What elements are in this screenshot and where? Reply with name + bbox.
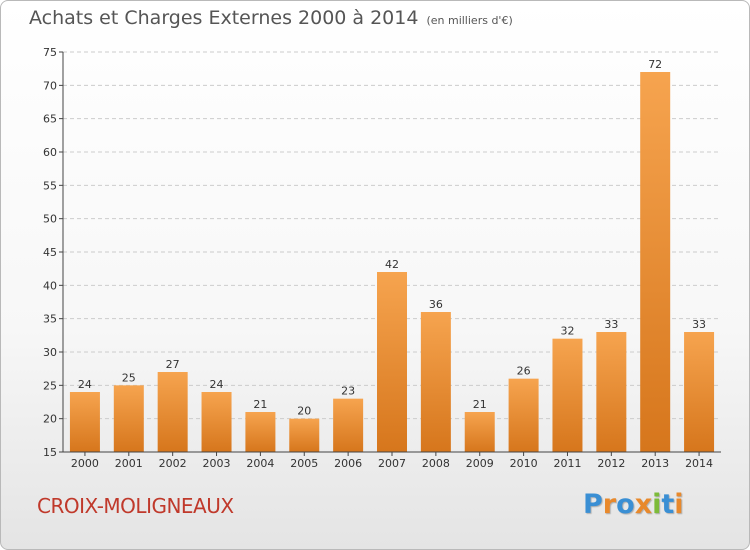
x-tick-label: 2012 [597, 457, 625, 470]
y-tick-label: 75 [43, 46, 57, 59]
bar [508, 378, 539, 452]
logo-letter: P [583, 489, 603, 520]
bar [596, 332, 627, 452]
logo-letter: o [616, 489, 635, 520]
labels: 15 20 25 30 35 40 45 50 55 60 65 70 75 24 2000 25 2001 27… [43, 46, 713, 470]
commune-name: CROIX-MOLIGNEAUX [37, 494, 234, 518]
bar [684, 332, 715, 452]
x-tick-label: 2011 [553, 457, 581, 470]
x-tick-label: 2007 [378, 457, 406, 470]
bar [464, 412, 495, 452]
bar-value-label: 26 [517, 365, 531, 378]
x-tick-label: 2006 [334, 457, 362, 470]
chart-title-text: Achats et Charges Externes 2000 à 2014 [29, 7, 419, 29]
bar-value-label: 25 [122, 371, 136, 384]
x-tick-label: 2008 [422, 457, 450, 470]
axes [59, 51, 721, 456]
bar-value-label: 42 [385, 258, 399, 271]
y-tick-label: 30 [43, 346, 57, 359]
bar-value-label: 21 [253, 398, 267, 411]
bar-value-label: 32 [560, 325, 574, 338]
bar [420, 312, 451, 452]
bar-value-label: 21 [473, 398, 487, 411]
y-tick-label: 25 [43, 379, 57, 392]
x-tick-label: 2001 [115, 457, 143, 470]
x-tick-label: 2013 [641, 457, 669, 470]
bar [201, 392, 232, 452]
y-tick-label: 45 [43, 246, 57, 259]
logo-letter: r [602, 489, 617, 520]
chart-title: Achats et Charges Externes 2000 à 2014 (e… [29, 7, 513, 29]
bar [69, 392, 100, 452]
x-tick-label: 2009 [466, 457, 494, 470]
y-tick-label: 60 [43, 146, 57, 159]
bar [552, 338, 583, 452]
bar-value-label: 24 [78, 378, 92, 391]
bar [289, 418, 320, 452]
logo-letter: i [652, 489, 662, 520]
y-tick-label: 70 [43, 79, 57, 92]
bar-value-label: 36 [429, 298, 443, 311]
x-tick-label: 2010 [510, 457, 538, 470]
y-tick-label: 65 [43, 113, 57, 126]
chart-unit: (en milliers d'€) [426, 14, 513, 27]
bars [69, 72, 715, 452]
bar [113, 385, 144, 452]
bar-value-label: 33 [692, 318, 706, 331]
bar-value-label: 23 [341, 385, 355, 398]
bar-value-label: 24 [210, 378, 224, 391]
bar-value-label: 20 [297, 405, 311, 418]
y-tick-label: 50 [43, 213, 57, 226]
bar [157, 372, 188, 452]
y-tick-label: 55 [43, 179, 57, 192]
logo-letter: i [674, 489, 684, 520]
x-tick-label: 2005 [290, 457, 318, 470]
y-tick-label: 15 [43, 446, 57, 459]
proxiti-logo: Proxiti [583, 489, 684, 520]
x-tick-label: 2002 [159, 457, 187, 470]
bar-value-label: 27 [166, 358, 180, 371]
bar-value-label: 72 [648, 58, 662, 71]
bar-value-label: 33 [604, 318, 618, 331]
bar [377, 272, 407, 452]
y-tick-label: 35 [43, 313, 57, 326]
x-tick-label: 2014 [685, 457, 713, 470]
bar [333, 398, 364, 452]
logo-letter: x [634, 489, 653, 520]
y-tick-label: 20 [43, 413, 57, 426]
bar [245, 412, 276, 452]
logo-letter: t [661, 489, 675, 520]
x-tick-label: 2003 [203, 457, 231, 470]
bar [640, 72, 671, 452]
x-tick-label: 2004 [246, 457, 274, 470]
y-tick-label: 40 [43, 279, 57, 292]
x-tick-label: 2000 [71, 457, 99, 470]
